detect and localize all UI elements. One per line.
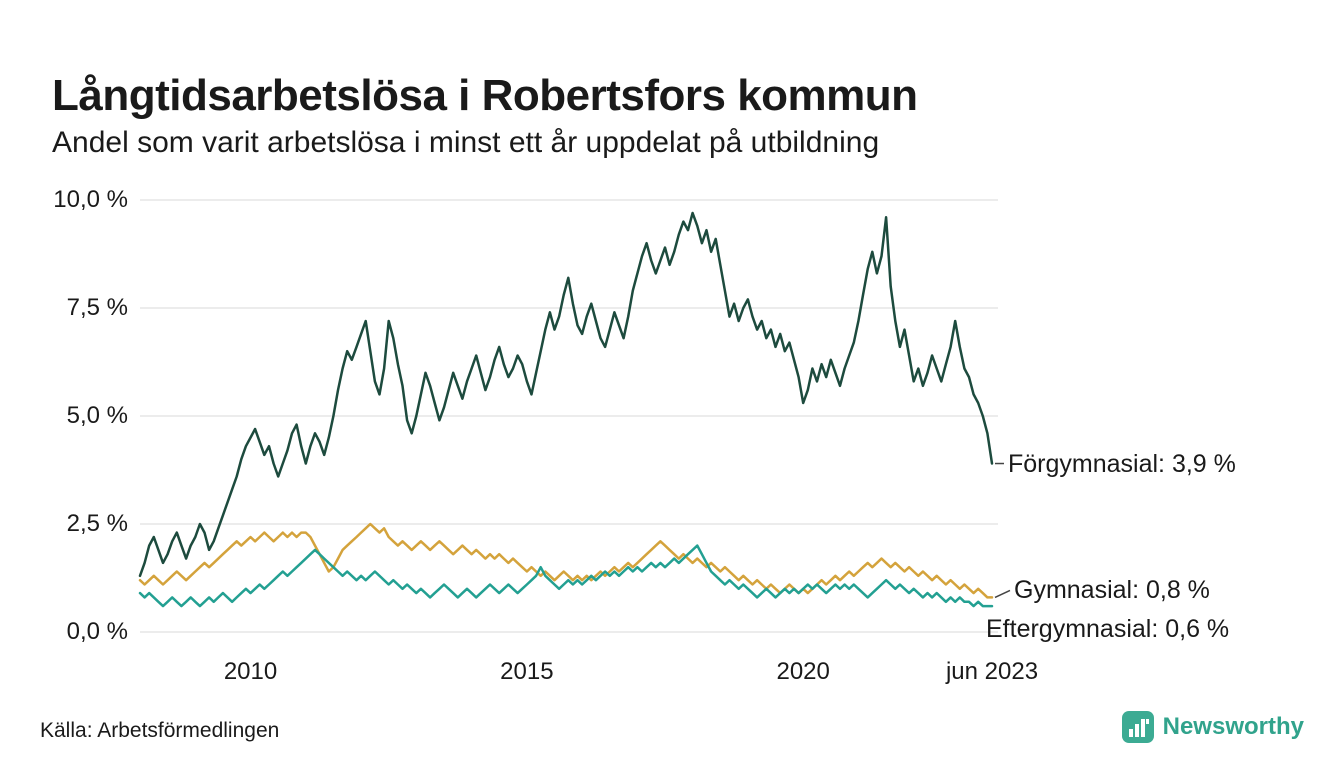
newsworthy-brand[interactable]: Newsworthy — [1121, 711, 1304, 743]
series-end-label-gymnasial: Gymnasial: 0,8 % — [1014, 576, 1210, 605]
series-line-förgymnasial — [138, 211, 994, 578]
series-end-label-eftergymnasial: Eftergymnasial: 0,6 % — [986, 615, 1230, 644]
source-note: Källa: Arbetsförmedlingen — [40, 719, 280, 742]
x-tick-label: 2020 — [776, 658, 830, 685]
series-end-label-förgymnasial: Förgymnasial: 3,9 % — [1008, 449, 1236, 478]
page-title: Långtidsarbetslösa i Robertsfors kommun — [52, 71, 918, 121]
series-line-gymnasial — [138, 522, 994, 599]
y-tick-label: 5,0 % — [66, 402, 128, 429]
y-tick-label: 10,0 % — [53, 186, 128, 213]
newsworthy-logo-icon — [1121, 711, 1154, 743]
y-tick-label: 7,5 % — [66, 294, 128, 321]
y-tick-label: 2,5 % — [66, 510, 128, 537]
chart-subtitle: Andel som varit arbetslösa i minst ett å… — [52, 126, 880, 159]
newsworthy-brand-label: Newsworthy — [1162, 713, 1304, 740]
x-tick-label: 2010 — [223, 658, 278, 685]
series-line-eftergymnasial — [138, 544, 994, 608]
x-tick-label: 2015 — [500, 658, 554, 685]
y-tick-label: 0,0 % — [66, 618, 128, 645]
x-tick-label: jun 2023 — [945, 658, 1039, 685]
label-leader-line — [994, 589, 1011, 599]
